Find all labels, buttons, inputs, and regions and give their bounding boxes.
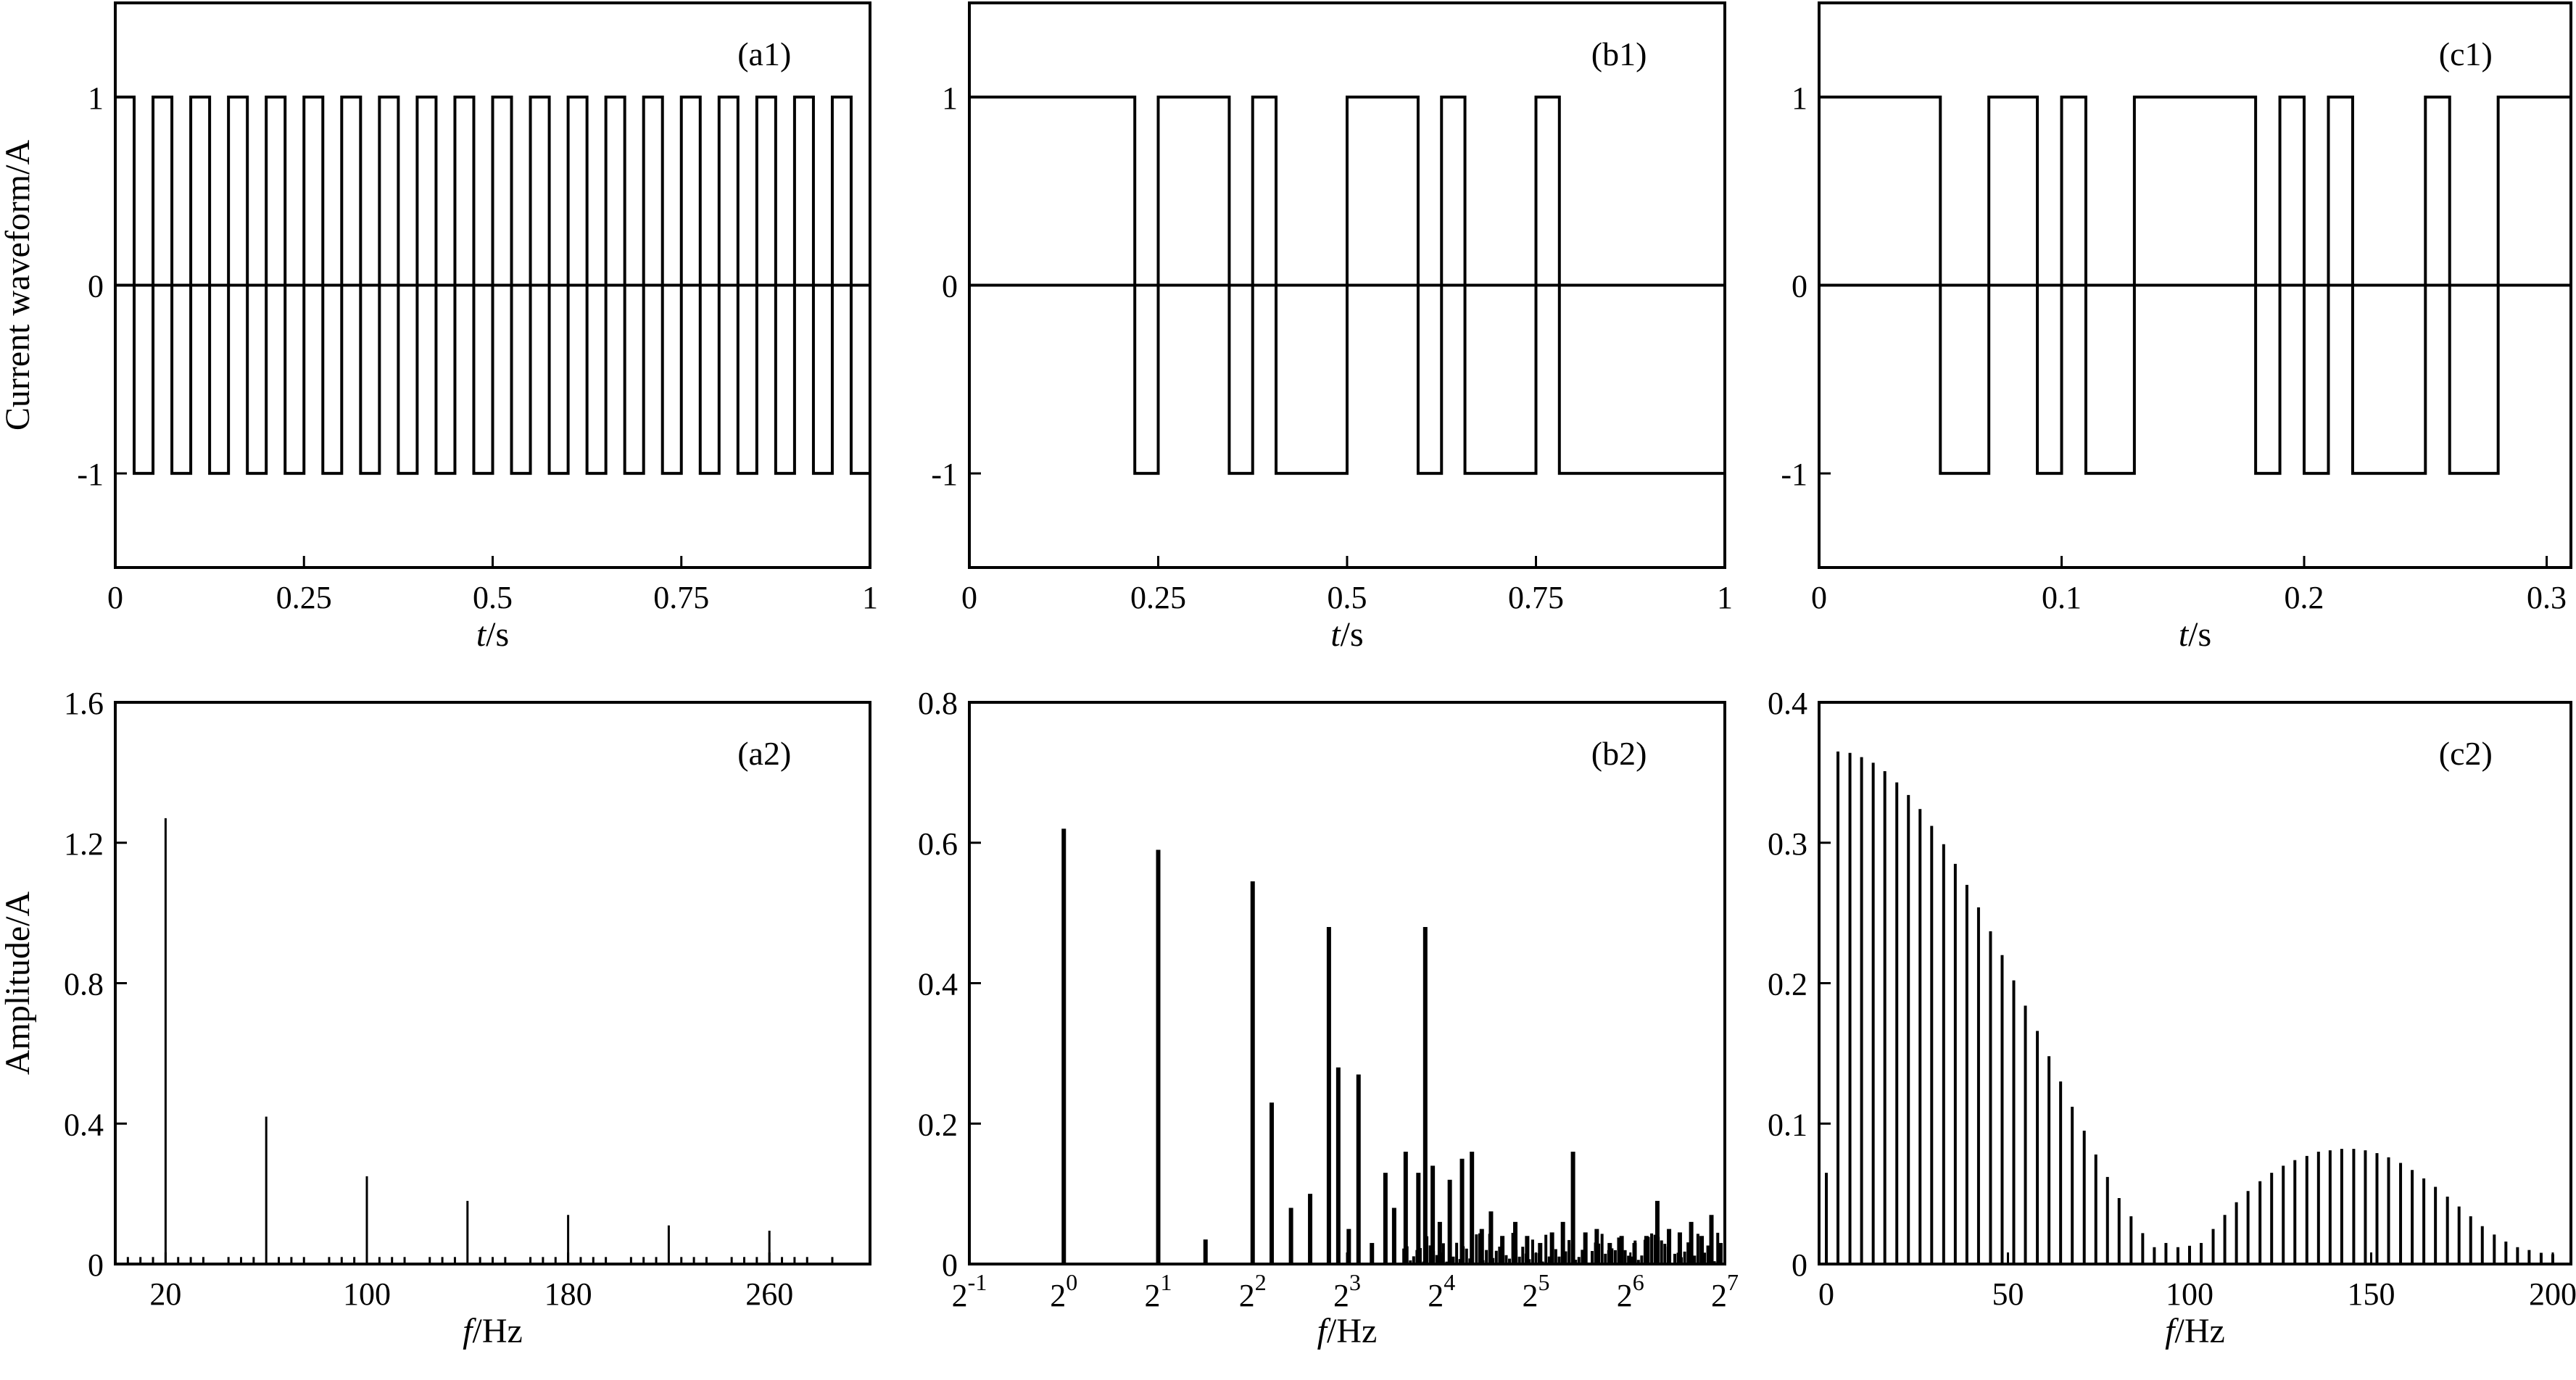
x-tick-label: 21 <box>1145 1269 1172 1313</box>
x-tick-label: 25 <box>1523 1269 1550 1313</box>
x-tick-label: 2-1 <box>952 1269 987 1313</box>
x-tick-label: 23 <box>1333 1269 1361 1313</box>
y-tick-label: 1.2 <box>64 826 104 862</box>
x-tick-label: 180 <box>544 1276 592 1312</box>
plot-frame <box>968 701 1726 1265</box>
panel-label: (a2) <box>737 735 791 772</box>
panel-c1: -1 0 1 0 0.1 0.2 0.3 t/s (c1) <box>1781 1 2572 654</box>
x-tick-label: 0.5 <box>1328 580 1367 615</box>
x-tick-label: 24 <box>1428 1269 1455 1313</box>
y-tick-label: 0 <box>942 1247 958 1283</box>
y-tick-label: -1 <box>1781 457 1807 492</box>
panel-label: (a1) <box>737 36 791 72</box>
y-tick-label: -1 <box>931 457 958 492</box>
plot-frame <box>114 701 871 1265</box>
y-tick-label: 0 <box>1792 269 1807 304</box>
y-tick-label: 0.8 <box>64 967 104 1002</box>
y-tick-label: 0.8 <box>918 686 958 721</box>
x-tick-label: 100 <box>343 1276 391 1312</box>
panel-a1: -1 0 1 0 0.25 0.5 0.75 1 t/s Current waveform/A (a… <box>0 1 878 654</box>
x-tick-label: 27 <box>1711 1269 1739 1313</box>
x-tick-label: 1 <box>862 580 878 615</box>
y-axis-label: Amplitude/A <box>0 891 37 1076</box>
y-tick-label: 0.4 <box>918 967 958 1002</box>
x-tick-label: 100 <box>2166 1276 2213 1312</box>
x-tick-label: 150 <box>2347 1276 2395 1312</box>
y-axis-label: Current waveform/A <box>0 140 37 431</box>
x-axis-label: t/s <box>476 615 509 654</box>
x-axis-label: t/s <box>1330 615 1363 654</box>
waveform-line <box>1819 95 2571 475</box>
x-tick-label: 0 <box>961 580 977 615</box>
waveform-line <box>969 95 1725 475</box>
x-tick-label: 200 <box>2529 1276 2576 1312</box>
y-tick-label: 0 <box>88 269 104 304</box>
y-tick-label: 0.6 <box>918 826 958 862</box>
y-tick-label: 0 <box>942 269 958 304</box>
x-tick-label: 0 <box>1811 580 1827 615</box>
x-tick-label: 26 <box>1617 1269 1644 1313</box>
x-tick-label: 0.1 <box>2042 580 2082 615</box>
panel-label: (c2) <box>2439 735 2493 772</box>
y-tick-label: 0.2 <box>1768 967 1807 1002</box>
y-tick-label: 1 <box>88 80 104 116</box>
x-tick-label: 0.75 <box>1508 580 1564 615</box>
x-tick-label: 260 <box>745 1276 793 1312</box>
x-axis-label: t/s <box>2179 615 2211 654</box>
panel-label: (c1) <box>2439 36 2493 72</box>
x-tick-label: 0.25 <box>1130 580 1186 615</box>
y-tick-label: -1 <box>77 457 104 492</box>
x-axis-label: f/Hz <box>463 1312 523 1350</box>
x-tick-label: 20 <box>149 1276 181 1312</box>
x-axis-label: f/Hz <box>2165 1312 2225 1350</box>
x-tick-label: 22 <box>1239 1269 1267 1313</box>
x-tick-label: 0 <box>1818 1276 1834 1312</box>
y-tick-label: 1 <box>1792 80 1807 116</box>
y-tick-label: 0.3 <box>1768 826 1807 862</box>
waveform-line <box>115 95 870 475</box>
y-tick-label: 1 <box>942 80 958 116</box>
x-tick-label: 50 <box>1992 1276 2024 1312</box>
y-tick-label: 0 <box>1792 1247 1807 1283</box>
y-tick-label: 0.4 <box>1768 686 1807 721</box>
y-tick-label: 0.2 <box>918 1107 958 1142</box>
x-tick-label: 0 <box>107 580 123 615</box>
y-tick-label: 0.1 <box>1768 1107 1807 1142</box>
x-tick-label: 1 <box>1717 580 1733 615</box>
x-tick-label: 0.2 <box>2285 580 2324 615</box>
panel-b1: -1 0 1 0 0.25 0.5 0.75 1 t/s (b1) <box>931 1 1733 654</box>
y-tick-label: 1.6 <box>64 686 104 721</box>
x-axis-label: f/Hz <box>1317 1312 1378 1350</box>
y-tick-label: 0 <box>88 1247 104 1283</box>
panel-label: (b1) <box>1591 36 1647 72</box>
panel-a2: 0 0.4 0.8 1.2 1.6 20 100 180 260 f/Hz Amplitude/A (… <box>0 686 871 1350</box>
x-tick-label: 0.75 <box>653 580 709 615</box>
y-tick-label: 0.4 <box>64 1107 104 1142</box>
x-tick-label: 0.25 <box>276 580 332 615</box>
panel-label: (b2) <box>1591 735 1647 772</box>
x-tick-label: 0.3 <box>2527 580 2567 615</box>
x-tick-label: 20 <box>1050 1269 1077 1313</box>
panel-b2: 0 0.2 0.4 0.6 0.8 2-1 20 21 22 23 24 25 26 27 f/Hz (b2) <box>918 686 1739 1350</box>
x-tick-label: 0.5 <box>473 580 513 615</box>
panel-c2: 0 0.1 0.2 0.3 0.4 0 50 100 150 200 f/Hz (c2) <box>1768 686 2576 1350</box>
